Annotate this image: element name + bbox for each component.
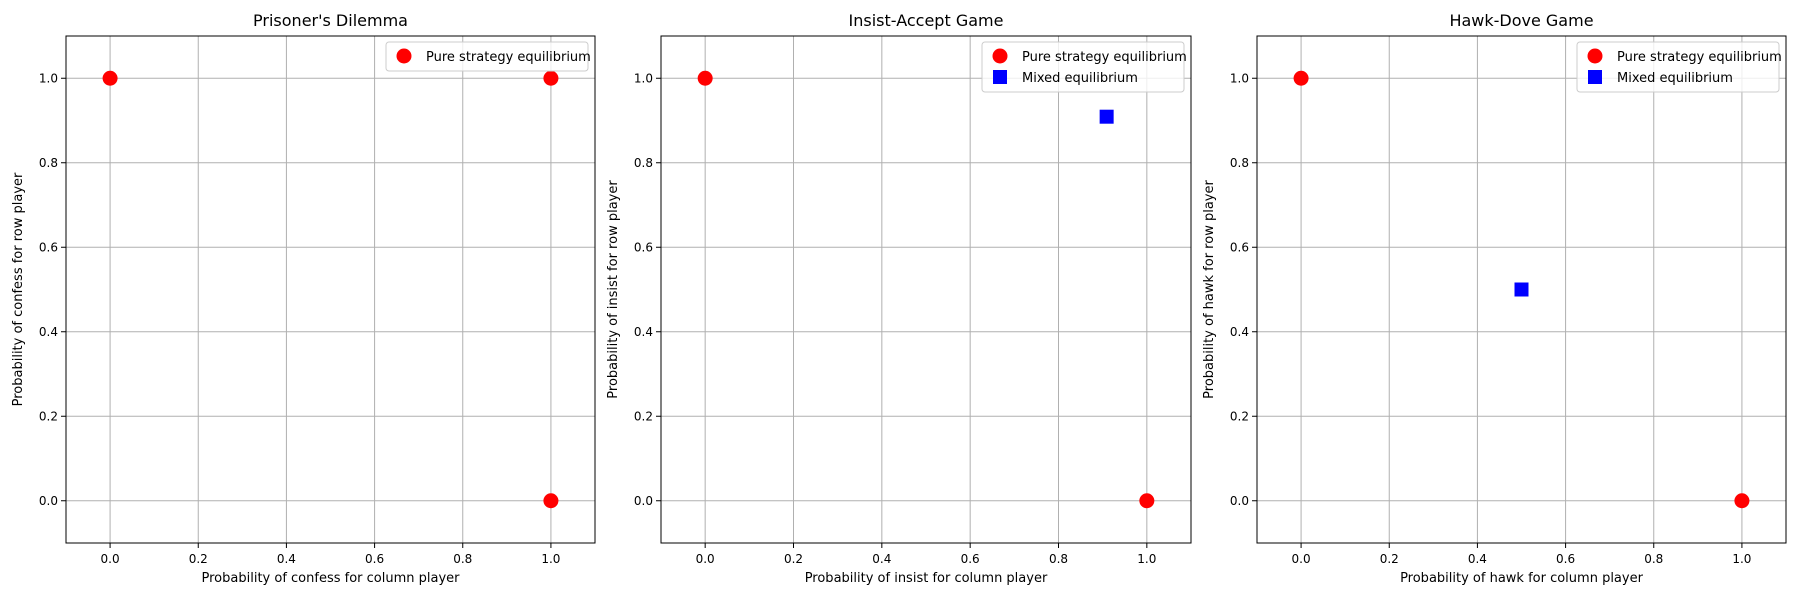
legend-label: Pure strategy equilibrium xyxy=(426,50,591,65)
y-tick-label: 0.0 xyxy=(1230,494,1249,508)
pure-equilibrium-point xyxy=(1293,70,1309,86)
pure-equilibrium-point xyxy=(543,70,559,86)
chart-title: Insist-Accept Game xyxy=(849,11,1004,30)
x-tick-label: 0.0 xyxy=(696,552,715,566)
legend-marker-square xyxy=(993,70,1007,84)
axes-frame xyxy=(660,35,1192,544)
y-tick-label: 0.6 xyxy=(39,240,58,254)
y-tick-label: 1.0 xyxy=(634,71,653,85)
y-tick-label: 0.4 xyxy=(634,325,653,339)
axes-frame xyxy=(1256,35,1787,544)
x-tick-label: 0.2 xyxy=(189,552,208,566)
y-tick-label: 0.2 xyxy=(634,409,653,423)
y-tick-label: 1.0 xyxy=(1230,71,1249,85)
y-tick-label: 0.0 xyxy=(39,494,58,508)
legend: Pure strategy equilibrium Mixed equilibri… xyxy=(1576,41,1782,93)
legend-marker-square xyxy=(1588,70,1602,84)
legend-label: Mixed equilibrium xyxy=(1617,71,1733,86)
legend-box xyxy=(1576,41,1780,93)
y-tick-label: 0.6 xyxy=(1230,240,1249,254)
chart-title: Hawk-Dove Game xyxy=(1449,11,1593,30)
y-tick-label: 0.2 xyxy=(1230,409,1249,423)
axes-frame xyxy=(65,35,596,544)
legend-marker-circle xyxy=(396,48,412,64)
y-tick-label: 0.6 xyxy=(634,240,653,254)
legend-label: Pure strategy equilibrium xyxy=(1022,50,1187,65)
x-axis-label: Probability of confess for column player xyxy=(202,571,461,586)
chart-panel: 0.0 0.2 0.4 0.6 0.8 1.0 0.0 0.2 0.4 0.6 0.8 1.0 Insi… xyxy=(606,11,1192,586)
x-tick-label: 1.0 xyxy=(1137,552,1156,566)
chart-panel: 0.0 0.2 0.4 0.6 0.8 1.0 0.0 0.2 0.4 0.6 0.8 1.0 Hawk… xyxy=(1202,11,1787,586)
x-tick-label: 1.0 xyxy=(541,552,560,566)
x-tick-label: 0.6 xyxy=(1556,552,1575,566)
y-tick-label: 0.0 xyxy=(634,494,653,508)
pure-equilibrium-point xyxy=(102,70,118,86)
legend-marker-circle xyxy=(1587,48,1603,64)
x-tick-label: 1.0 xyxy=(1732,552,1751,566)
legend: Pure strategy equilibrium Mixed equilibri… xyxy=(981,41,1187,93)
y-axis-label: Probability of hawk for row player xyxy=(1202,180,1217,399)
x-axis-label: Probability of insist for column player xyxy=(805,571,1048,586)
x-tick-label: 0.8 xyxy=(1049,552,1068,566)
x-tick-label: 0.0 xyxy=(101,552,120,566)
chart-title: Prisoner's Dilemma xyxy=(253,11,408,30)
pure-equilibrium-point xyxy=(543,493,559,509)
x-tick-label: 0.6 xyxy=(961,552,980,566)
mixed-equilibrium-point xyxy=(1514,282,1529,297)
x-tick-label: 0.4 xyxy=(1468,552,1487,566)
x-tick-label: 0.0 xyxy=(1292,552,1311,566)
x-tick-label: 0.8 xyxy=(1644,552,1663,566)
y-tick-label: 0.8 xyxy=(1230,156,1249,170)
x-tick-label: 0.6 xyxy=(365,552,384,566)
pure-equilibrium-point xyxy=(1139,493,1155,509)
legend-marker-circle xyxy=(992,48,1008,64)
chart-panel: 0.0 0.2 0.4 0.6 0.8 1.0 0.0 0.2 0.4 0.6 0.8 1.0 Pris… xyxy=(11,11,596,586)
x-axis-label: Probability of hawk for column player xyxy=(1400,571,1644,586)
y-axis-label: Probability of confess for row player xyxy=(11,172,26,406)
legend-box xyxy=(385,41,589,72)
y-tick-label: 0.8 xyxy=(634,156,653,170)
y-axis-label: Probability of insist for row player xyxy=(606,180,621,399)
x-tick-label: 0.4 xyxy=(277,552,296,566)
legend: Pure strategy equilibrium xyxy=(385,41,591,72)
x-tick-label: 0.8 xyxy=(453,552,472,566)
legend-box xyxy=(981,41,1185,93)
y-tick-label: 0.2 xyxy=(39,409,58,423)
y-tick-label: 0.4 xyxy=(1230,325,1249,339)
pure-equilibrium-point xyxy=(697,70,713,86)
y-tick-label: 0.8 xyxy=(39,156,58,170)
x-tick-label: 0.2 xyxy=(1380,552,1399,566)
pure-equilibrium-point xyxy=(1734,493,1750,509)
legend-label: Pure strategy equilibrium xyxy=(1617,50,1782,65)
mixed-equilibrium-point xyxy=(1099,109,1114,124)
legend-label: Mixed equilibrium xyxy=(1022,71,1138,86)
y-tick-label: 1.0 xyxy=(39,71,58,85)
y-tick-label: 0.4 xyxy=(39,325,58,339)
x-tick-label: 0.4 xyxy=(872,552,891,566)
x-tick-label: 0.2 xyxy=(784,552,803,566)
